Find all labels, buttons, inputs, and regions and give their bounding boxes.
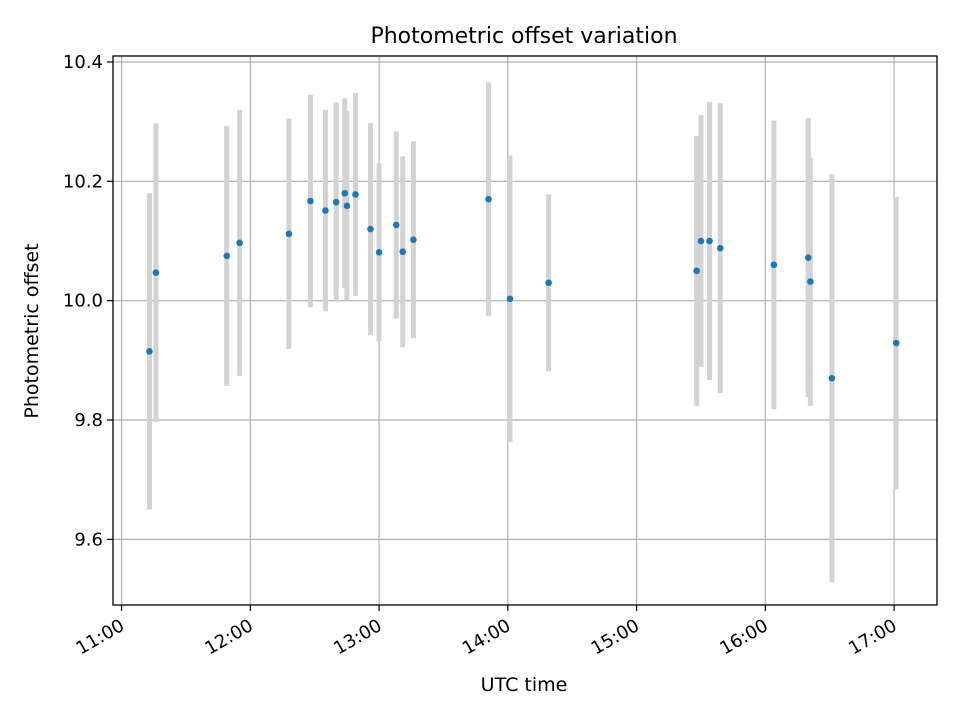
data-point (341, 189, 349, 197)
data-points (146, 189, 900, 382)
y-tick-label: 10.0 (63, 291, 103, 312)
y-tick-label: 9.8 (74, 410, 103, 431)
data-point (332, 198, 340, 206)
data-point (697, 237, 705, 245)
data-point (285, 230, 293, 238)
data-point (367, 225, 374, 233)
data-point (828, 374, 836, 382)
x-axis-label: UTC time (481, 674, 568, 696)
data-point (352, 191, 359, 198)
y-tick-label: 10.4 (63, 52, 103, 73)
y-tick-label: 10.2 (63, 171, 103, 192)
data-point (706, 237, 713, 245)
data-point (146, 348, 153, 355)
data-point (770, 261, 778, 269)
data-point (152, 269, 160, 276)
data-point (343, 202, 351, 210)
data-point (892, 339, 900, 347)
data-point (804, 254, 812, 261)
data-point (399, 248, 406, 256)
data-point (485, 195, 492, 203)
y-axis-label: Photometric offset (21, 243, 43, 418)
data-point (375, 249, 383, 256)
plot-frame (112, 55, 938, 606)
data-point (716, 244, 724, 252)
data-point (807, 278, 814, 285)
data-point (545, 279, 552, 287)
data-point (410, 236, 417, 244)
chart-title: Photometric offset variation (370, 24, 677, 49)
y-axis-ticks: 9.6 9.8 10.0 10.2 10.4 (63, 52, 113, 550)
data-point (506, 295, 514, 303)
data-point (236, 239, 243, 247)
data-point (307, 197, 314, 205)
grid (113, 56, 937, 605)
data-point (322, 207, 329, 214)
y-tick-label: 9.6 (74, 529, 103, 550)
data-point (392, 221, 400, 229)
data-point (693, 267, 700, 275)
data-point (223, 252, 231, 260)
